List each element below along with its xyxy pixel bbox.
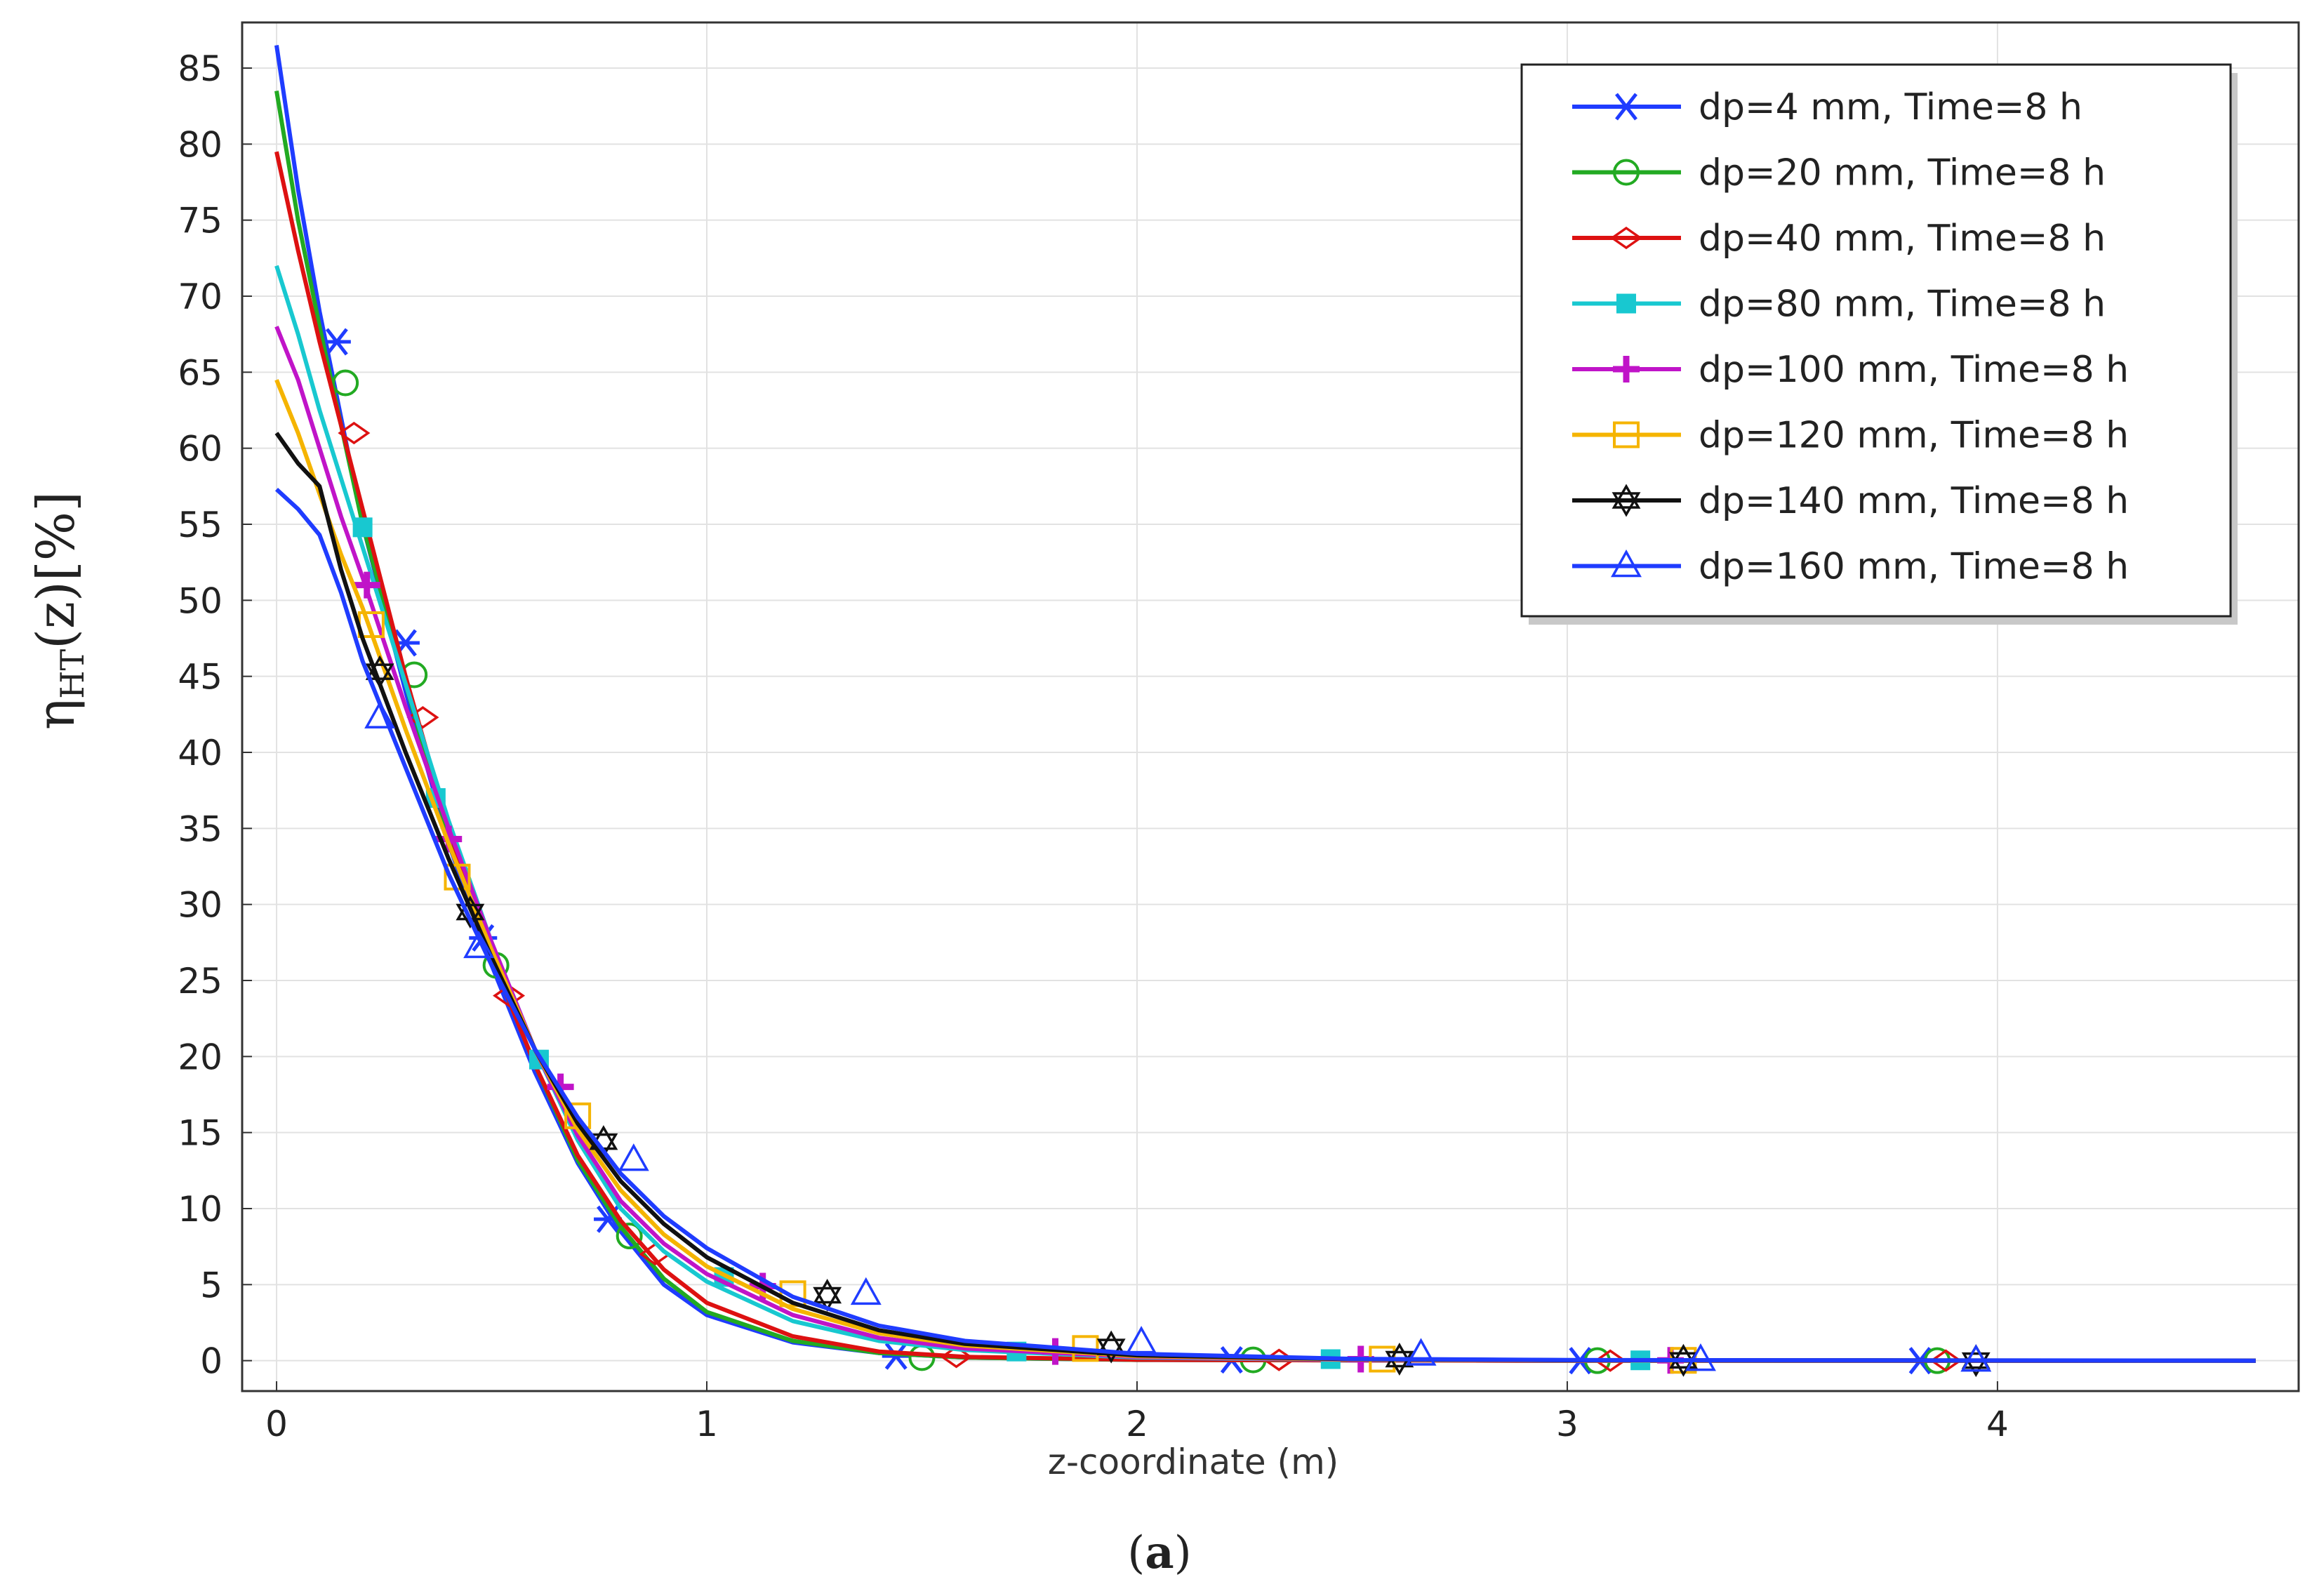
series-8 [274,487,2256,1372]
y-axis-label: ηHT(z)[%] [26,491,91,730]
legend-marker [1616,293,1636,314]
series-point [1685,1343,1716,1371]
y-label-rest: (z)[%] [26,491,86,649]
series-point [1960,1344,1992,1372]
series-point [618,1143,649,1171]
legend-box [1520,63,2232,618]
legend-item: dp=160 mm, Time=8 h [1572,546,2129,588]
series-line [274,151,2256,1363]
legend-item: dp=80 mm, Time=8 h [1572,284,2106,326]
legend-label: dp=40 mm, Time=8 h [1699,218,2106,260]
series-line [274,487,2256,1363]
series-point [322,328,351,356]
legend-item: dp=120 mm, Time=8 h [1572,415,2129,457]
legend-label: dp=4 mm, Time=8 h [1699,86,2082,128]
y-tick-label: 30 [178,885,222,926]
legend-item: dp=100 mm, Time=8 h [1572,349,2129,391]
series-point [1929,1349,1962,1372]
caption-letter: a [1145,1527,1174,1579]
series-point [813,1279,842,1312]
x-tick-label: 1 [696,1404,718,1444]
y-tick-label: 60 [178,429,222,470]
legend-label: dp=120 mm, Time=8 h [1699,415,2129,457]
series-point [338,421,371,445]
x-axis-ticks: 0 1 2 3 4 [265,1381,2009,1444]
y-tick-label: 80 [178,124,222,165]
series-point [1126,1326,1157,1354]
figure-caption: (a) [0,1527,2319,1579]
y-label-eta: η [26,699,86,730]
legend: dp=4 mm, Time=8 h dp=20 mm, Time=8 h dp=40… [1520,63,2238,625]
y-tick-label: 65 [178,352,222,393]
y-tick-label: 5 [200,1265,222,1305]
series-point [352,517,373,538]
y-tick-label: 20 [178,1037,222,1077]
legend-items: dp=4 mm, Time=8 h dp=20 mm, Time=8 h dp=40… [1572,86,2129,588]
series-point [353,571,380,599]
y-axis-ticks: 0 5 10 15 20 25 30 35 40 45 50 55 60 65 70 75 80 85 [178,48,252,1382]
series-layer [274,45,2256,1378]
legend-marker [1613,356,1640,383]
plot-frame [241,21,2300,1392]
x-tick-label: 3 [1556,1404,1579,1444]
y-tick-label: 15 [178,1113,222,1154]
series-point [463,930,495,959]
x-tick-label: 0 [265,1404,288,1444]
series-point [365,655,394,689]
legend-marker [1609,226,1643,250]
y-tick-label: 0 [200,1341,222,1382]
y-tick-label: 10 [178,1189,222,1230]
series-point [616,1223,643,1249]
x-tick-label: 2 [1126,1404,1148,1444]
y-tick-label: 75 [178,201,222,241]
series-point [1405,1338,1437,1366]
y-tick-label: 25 [178,961,222,1002]
y-tick-label: 50 [178,580,222,621]
y-tick-label: 70 [178,277,222,317]
legend-marker [1611,549,1642,578]
caption-close: ) [1174,1527,1192,1579]
y-tick-label: 55 [178,505,222,545]
chart-area: 0 5 10 15 20 25 30 35 40 45 50 55 60 65 70 75 80 85 0 1 2 3 4… [26,21,2300,1482]
legend-label: dp=160 mm, Time=8 h [1699,546,2129,588]
y-tick-label: 45 [178,657,222,698]
x-axis-label: z-coordinate (m) [1048,1442,1339,1482]
caption-open: ( [1127,1527,1145,1579]
legend-item: dp=4 mm, Time=8 h [1572,86,2082,128]
legend-label: dp=80 mm, Time=8 h [1699,284,2106,326]
y-label-subscript: HT [53,649,91,699]
series-point [492,984,526,1007]
legend-label: dp=20 mm, Time=8 h [1699,152,2106,194]
legend-item: dp=40 mm, Time=8 h [1572,218,2106,260]
legend-item: dp=140 mm, Time=8 h [1572,480,2129,522]
y-tick-label: 85 [178,48,222,89]
series-point [1594,1349,1627,1372]
series-point [564,1102,592,1129]
legend-label: dp=140 mm, Time=8 h [1699,480,2129,522]
legend-marker [1613,159,1640,186]
x-tick-label: 4 [1986,1404,2009,1444]
y-tick-label: 40 [178,733,222,773]
series-point [850,1277,882,1305]
legend-marker [1612,93,1640,121]
series-point [332,369,359,397]
series-point [779,1280,806,1308]
y-tick-label: 35 [178,809,222,849]
legend-marker [1613,421,1640,448]
series-point [940,1345,973,1369]
legend-label: dp=100 mm, Time=8 h [1699,349,2129,391]
legend-item: dp=20 mm, Time=8 h [1572,152,2106,194]
series-point [364,700,396,729]
legend-marker [1612,484,1641,517]
series-point [1385,1343,1414,1376]
